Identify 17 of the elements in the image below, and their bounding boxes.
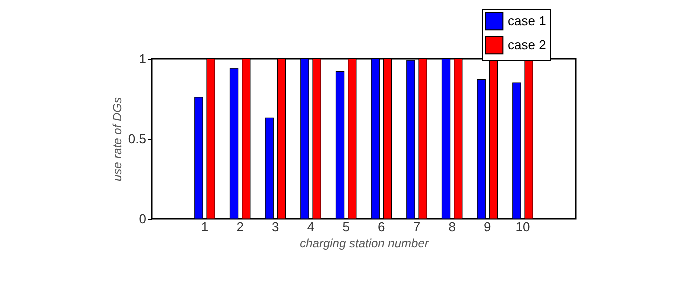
y-tick-label: 0: [139, 212, 146, 226]
x-tick-label: 1: [201, 220, 209, 234]
x-tick-label: 2: [236, 220, 244, 234]
y-tick-label: 0.5: [128, 132, 146, 146]
x-tick-label: 9: [484, 220, 492, 234]
x-tick-label: 4: [307, 220, 315, 234]
x-tick-label: 6: [378, 220, 386, 234]
legend-label: case 1: [508, 14, 546, 28]
x-axis-title: charging station number: [300, 236, 430, 250]
x-tick-label: 10: [516, 220, 530, 234]
x-tick-label: 3: [272, 220, 280, 234]
y-axis-title: use rate of DGs: [110, 97, 124, 182]
x-tick-label: 7: [413, 220, 421, 234]
x-tick-label: 8: [448, 220, 456, 234]
x-tick-label: 5: [342, 220, 350, 234]
y-tick-label: 1: [139, 52, 146, 66]
legend-label: case 2: [508, 38, 546, 52]
